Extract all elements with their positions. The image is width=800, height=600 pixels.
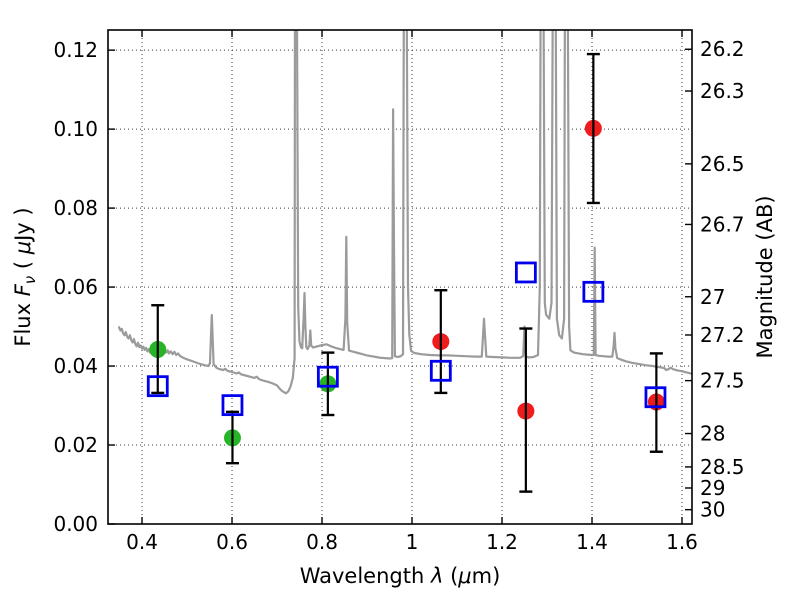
blue-square-marker [316,365,339,388]
blue-square-marker [582,280,605,303]
blue-square-marker [429,359,452,382]
tick-marks [108,30,692,525]
y-tick-label-left: 0.10 [53,117,98,141]
y-tick-label-left: 0.08 [53,196,98,220]
y-tick-label-left: 0.06 [53,275,98,299]
y-tick-label-right: 28 [700,422,725,446]
x-tick-label: 0.8 [306,530,338,554]
x-tick-label: 1.4 [576,530,608,554]
x-axis-label: Wavelength λ (μm) [300,564,501,588]
y-tick-label-right: 26.7 [700,212,745,236]
y-axis-label-left: Flux Fν ( μJy ) [11,207,39,346]
y-tick-label-left: 0.00 [53,512,98,536]
y-tick-label-right: 26.3 [700,79,745,103]
error-bars [151,52,663,493]
x-tick-label: 1.2 [486,530,518,554]
y-tick-label-right: 27 [700,285,725,309]
y-tick-label-right: 28.5 [700,455,745,479]
y-axis-label-right: Magnitude (AB) [753,195,777,358]
x-tick-label: 0.4 [126,530,158,554]
blue-square-marker [644,386,667,409]
model-spectrum-line [117,30,692,395]
photometry-squares [146,261,667,417]
y-tick-label-right: 26.2 [700,37,745,61]
blue-square-marker [146,375,169,398]
y-tick-label-right: 27.5 [700,369,745,393]
y-tick-label-left: 0.04 [53,354,98,378]
blue-square-marker [514,261,537,284]
tick-labels: 0.4 0.6 0.8 1 1.2 1.4 1.6 0.00 0.02 0.04 0.06 0.08 0… [53,37,744,554]
plot-border [107,29,693,525]
y-tick-label-right: 30 [700,498,725,522]
x-tick-label: 1.6 [666,530,698,554]
gridlines [108,30,692,525]
y-tick-label-right: 26.5 [700,152,745,176]
y-tick-label-right: 29 [700,476,725,500]
y-tick-label-left: 0.02 [53,433,98,457]
sed-model-spectrum [117,30,692,395]
x-tick-label: 0.6 [216,530,248,554]
y-tick-label-left: 0.12 [53,38,98,62]
y-tick-label-right: 27.2 [700,323,745,347]
axes-spines [107,29,693,525]
x-tick-label: 1 [406,530,419,554]
blue-square-marker [221,394,244,417]
